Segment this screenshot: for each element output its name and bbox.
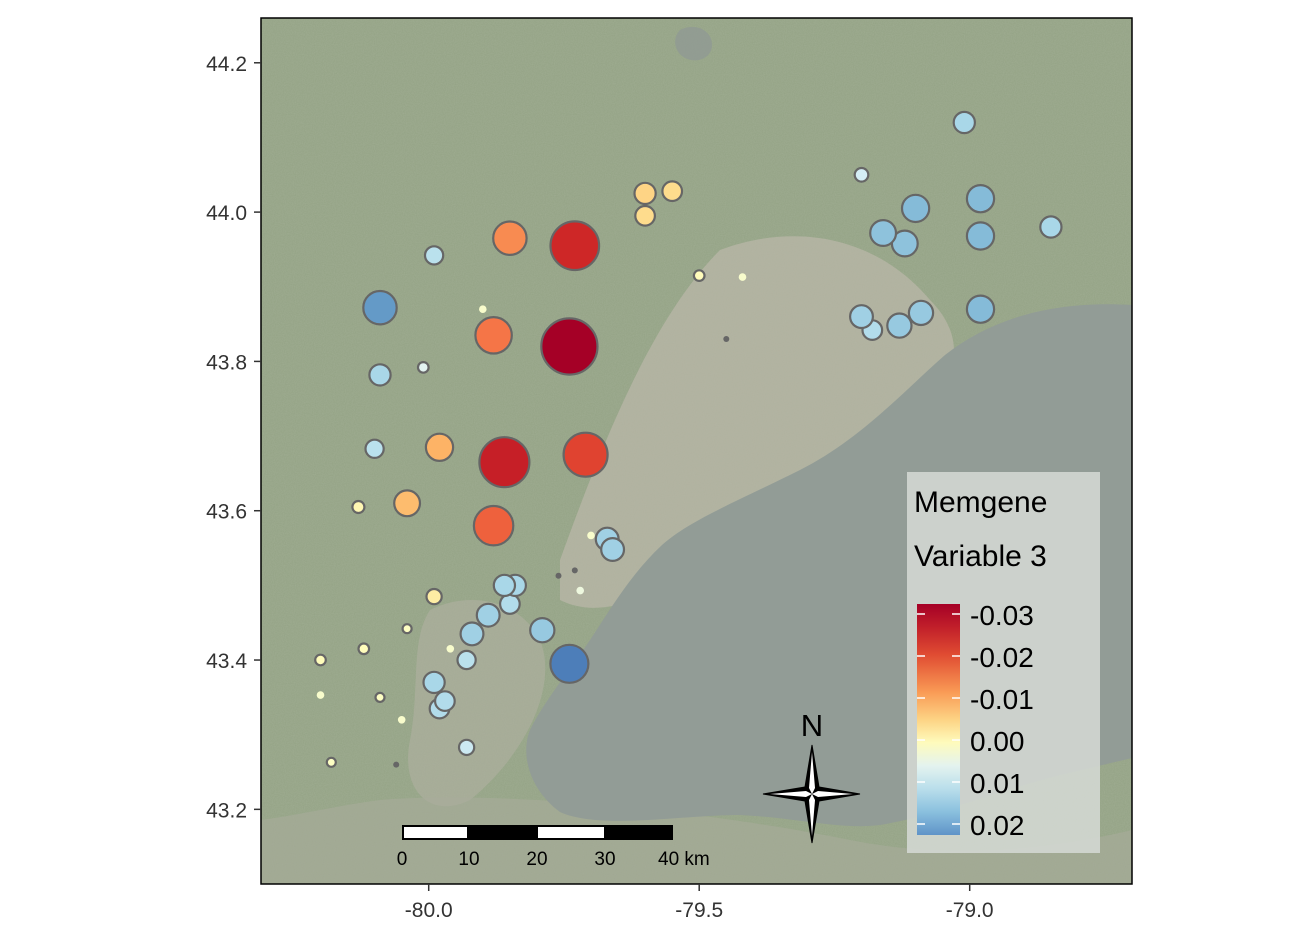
sampling-point-52 xyxy=(886,312,913,339)
legend-label-2: -0.01 xyxy=(970,684,1034,715)
scale-label-40-km: 40 km xyxy=(658,849,710,870)
scale-label-10: 10 xyxy=(458,849,479,870)
sampling-point-27 xyxy=(393,761,400,768)
urban-area-hamilton xyxy=(408,600,546,807)
sampling-point-58 xyxy=(965,183,996,214)
sampling-point-21 xyxy=(316,691,325,699)
sampling-point-60 xyxy=(965,294,996,324)
north-arrow-label: N xyxy=(801,708,823,743)
sampling-point-3 xyxy=(478,436,531,489)
y-tick-label-0: 43.2 xyxy=(206,799,247,822)
sampling-point-42 xyxy=(492,573,517,598)
sampling-point-57 xyxy=(900,193,931,224)
sampling-point-59 xyxy=(965,221,996,251)
sampling-point-19 xyxy=(374,691,386,704)
scale-bar: 0 10 20 30 40 km xyxy=(397,825,710,870)
scale-bar-segment-white-2 xyxy=(538,827,604,838)
sampling-point-43 xyxy=(422,670,446,695)
sampling-point-45 xyxy=(952,110,977,135)
sampling-point-12 xyxy=(634,204,656,227)
legend-title-line2: Variable 3 xyxy=(914,540,1047,573)
sampling-point-28 xyxy=(555,572,562,579)
sampling-point-33 xyxy=(457,738,476,757)
sampling-point-61 xyxy=(362,289,398,326)
legend-label-3: 0.00 xyxy=(970,726,1025,757)
sampling-point-34 xyxy=(456,649,477,671)
legend-label-5: 0.02 xyxy=(970,810,1025,841)
legend-label-4: 0.01 xyxy=(970,768,1025,799)
sampling-point-50 xyxy=(475,602,501,628)
sampling-point-51 xyxy=(459,621,485,647)
y-tick-label-1: 43.4 xyxy=(206,650,247,673)
sampling-point-2 xyxy=(549,220,601,272)
sampling-point-13 xyxy=(425,587,443,606)
y-tick-label-4: 44.0 xyxy=(206,202,247,225)
sampling-point-18 xyxy=(401,623,413,635)
sampling-point-35 xyxy=(423,245,445,266)
y-tick-label-2: 43.6 xyxy=(206,501,247,524)
sampling-point-39 xyxy=(434,690,456,712)
sampling-point-62 xyxy=(549,643,590,684)
x-axis: -80.0 -79.5 -79.0 xyxy=(405,884,994,922)
sampling-point-4 xyxy=(562,431,609,478)
scale-label-0: 0 xyxy=(397,849,408,870)
sampling-point-32 xyxy=(853,166,870,183)
legend-label-1: -0.02 xyxy=(970,642,1034,673)
y-axis: 43.2 43.4 43.6 43.8 44.0 44.2 xyxy=(206,53,261,822)
panel-border xyxy=(260,17,1133,885)
sampling-point-25 xyxy=(587,531,595,540)
legend-ticks: -0.03 -0.02 -0.01 0.00 0.01 0.02 xyxy=(917,600,1034,841)
sampling-point-31 xyxy=(416,361,430,374)
sampling-point-49 xyxy=(600,536,626,562)
sampling-point-54 xyxy=(529,617,556,644)
sampling-point-24 xyxy=(479,305,487,314)
legend-label-0: -0.03 xyxy=(970,600,1034,631)
lake-small xyxy=(675,26,712,61)
sampling-point-9 xyxy=(393,489,422,518)
sampling-point-6 xyxy=(474,315,513,355)
compass-star-highlight xyxy=(809,752,815,794)
sampling-point-22 xyxy=(397,716,406,724)
legend: Memgene Variable 3 -0.03 -0.02 -0.01 0.00 0.… xyxy=(907,472,1100,853)
sampling-point-7 xyxy=(492,220,528,257)
sampling-point-36 xyxy=(364,438,385,459)
sampling-point-53 xyxy=(907,299,935,327)
sampling-point-5 xyxy=(472,504,515,547)
sampling-point-56 xyxy=(869,219,898,248)
x-tick-label-0: -80.0 xyxy=(405,899,453,922)
sampling-point-44 xyxy=(1039,215,1063,239)
sampling-point-11 xyxy=(661,180,684,203)
scale-label-30: 30 xyxy=(594,849,615,870)
y-tick-label-5: 44.2 xyxy=(206,53,247,76)
sampling-point-40 xyxy=(499,593,521,615)
sampling-point-15 xyxy=(692,269,706,283)
sampling-point-20 xyxy=(325,756,337,768)
scale-bar-segment-white-1 xyxy=(404,827,467,838)
sampling-point-10 xyxy=(633,181,657,206)
sampling-point-8 xyxy=(424,432,455,462)
map-panel: 0 10 20 30 40 km N Memgene Variable 3 -0… xyxy=(261,18,1132,884)
sampling-point-17 xyxy=(314,653,327,667)
x-tick-label-1: -79.5 xyxy=(675,899,723,922)
y-tick-label-3: 43.8 xyxy=(206,351,247,374)
sampling-point-1 xyxy=(540,317,599,376)
scale-label-20: 20 xyxy=(526,849,547,870)
sampling-point-29 xyxy=(571,567,578,574)
sampling-point-30 xyxy=(576,586,584,595)
legend-colorbar xyxy=(917,604,960,835)
sampling-point-63 xyxy=(723,336,730,342)
sampling-point-46 xyxy=(368,363,392,387)
sampling-point-26 xyxy=(446,645,455,653)
sampling-point-47 xyxy=(848,304,874,330)
sampling-point-23 xyxy=(738,273,747,281)
sampling-point-16 xyxy=(357,642,371,656)
urban-area-south-shore xyxy=(261,797,1132,884)
legend-title-line1: Memgene xyxy=(914,486,1047,519)
x-tick-label-2: -79.0 xyxy=(946,899,994,922)
sampling-points xyxy=(314,110,1063,768)
north-arrow: N xyxy=(762,708,861,844)
urban-area-toronto xyxy=(560,236,954,608)
sampling-point-14 xyxy=(351,499,366,515)
